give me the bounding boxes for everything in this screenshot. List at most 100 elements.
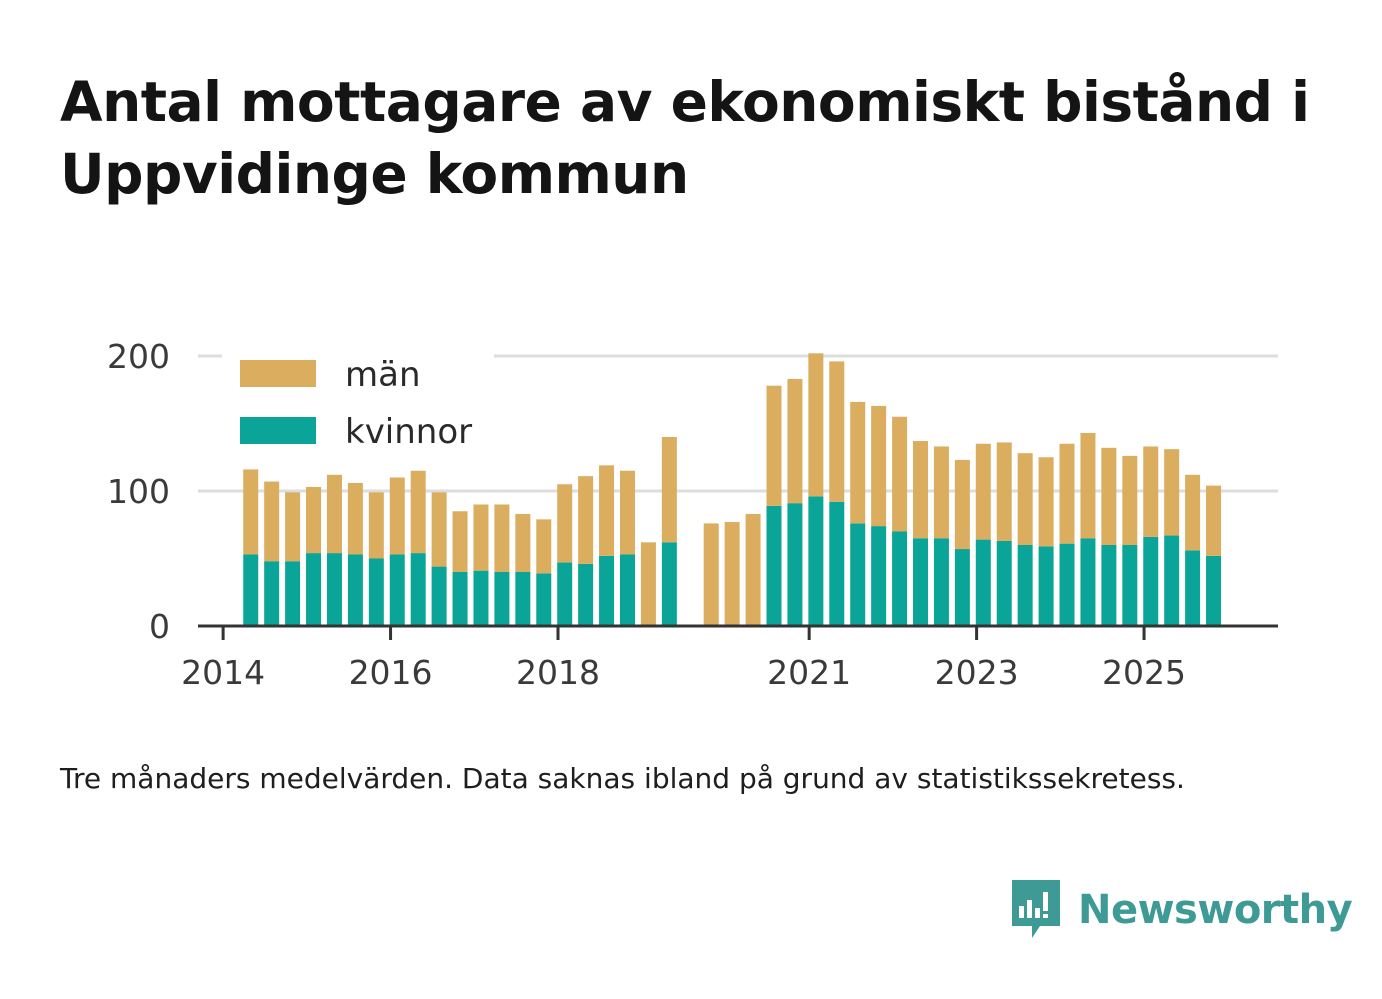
axes: 0 100 200 2014 2016 2018 2021 2023 2025 [107,337,1278,692]
legend: män kvinnor [222,352,494,464]
bar-man [1143,446,1159,537]
bar-man [536,519,552,574]
bar-kvinnor [1185,550,1201,626]
bar-kvinnor [599,555,615,626]
bar-man [933,446,949,539]
bar-kvinnor [829,501,845,626]
bar-man [808,353,824,497]
x-tick-label: 2021 [767,653,851,692]
bar-chart: 0 100 200 2014 2016 2018 2021 2023 2025 män kvin… [107,337,1278,692]
bar-kvinnor [619,554,635,626]
bar-man [1038,457,1054,547]
bar-man [787,378,803,504]
bar-man [1059,443,1075,544]
bar-man [1122,455,1138,545]
bar-man [975,443,991,540]
bar-kvinnor [368,558,384,626]
bar-kvinnor [1038,546,1054,626]
bar-man [515,513,531,572]
x-tick-label: 2018 [516,653,600,692]
bar-kvinnor [431,566,447,626]
bar-man [326,474,342,554]
bar-man [996,442,1012,541]
bar-kvinnor [452,572,468,626]
bar-man [766,385,782,506]
bar-kvinnor [913,538,929,626]
bar-man [892,416,908,532]
bar-man [285,492,301,562]
bar-kvinnor [306,553,322,626]
brand-name: Newsworthy [1078,887,1353,933]
bar-man [431,492,447,567]
bar-kvinnor [389,554,405,626]
bar-man [913,441,929,539]
bar-man [1164,449,1180,536]
bar-man [243,469,259,555]
bar-kvinnor [850,523,866,626]
bar-man [264,481,280,562]
bar-kvinnor [1059,543,1075,626]
bar-kvinnor [264,561,280,626]
legend-label-kvinnor: kvinnor [345,412,472,452]
bar-kvinnor [975,539,991,626]
footnote: Tre månaders medelvärden. Data saknas ib… [60,762,1185,795]
x-tick-label: 2016 [349,653,433,692]
bar-man [829,361,845,502]
bar-kvinnor [515,572,531,626]
bar-kvinnor [808,496,824,626]
bar-kvinnor [1206,555,1222,626]
y-tick-label: 0 [149,607,170,646]
y-tick-label: 100 [107,472,170,511]
bar-kvinnor [473,570,489,626]
bar-kvinnor [1143,536,1159,626]
bar-man [599,465,615,556]
bar-kvinnor [766,505,782,626]
bar-man [494,504,510,572]
bar-man [347,482,363,555]
newsworthy-logo-icon [1012,880,1060,938]
bar-man [640,542,656,626]
bar-man [619,470,635,555]
x-tick-label: 2014 [181,653,265,692]
bar-kvinnor [871,526,887,626]
y-tick-label: 200 [107,337,170,376]
x-tick-label: 2025 [1102,653,1186,692]
bar-man [578,476,594,564]
legend-swatch-man [240,360,316,387]
bar-kvinnor [661,542,677,626]
bar-kvinnor [1101,545,1117,626]
bar-man [724,522,740,626]
chart-title: Antal mottagare av ekonomiskt bistånd i … [60,70,1310,206]
bar-kvinnor [536,573,552,626]
bar-man [1206,485,1222,556]
bar-man [954,459,970,550]
bar-kvinnor [1080,538,1096,626]
brand-logo[interactable]: Newsworthy [1010,878,1353,942]
bar-kvinnor [410,553,426,626]
bar-man [557,484,573,563]
bar-man [703,523,719,626]
bar-man [473,504,489,571]
bar-kvinnor [787,503,803,626]
bar-man [1185,474,1201,551]
bar-kvinnor [557,562,573,626]
legend-label-man: män [345,355,421,395]
bar-kvinnor [1122,545,1138,626]
bar-man [661,437,677,543]
bar-man [306,486,322,554]
bars [243,353,1222,626]
legend-swatch-kvinnor [240,417,316,444]
bar-man [1017,453,1033,545]
bar-kvinnor [494,572,510,626]
bar-kvinnor [285,561,301,626]
bar-kvinnor [933,538,949,626]
bar-kvinnor [347,554,363,626]
bar-man [1080,432,1096,539]
bar-man [745,513,761,626]
bar-man [368,492,384,559]
bar-kvinnor [1017,545,1033,626]
bar-kvinnor [578,563,594,626]
x-tick-label: 2023 [935,653,1019,692]
bar-man [871,405,887,527]
bar-kvinnor [954,549,970,626]
